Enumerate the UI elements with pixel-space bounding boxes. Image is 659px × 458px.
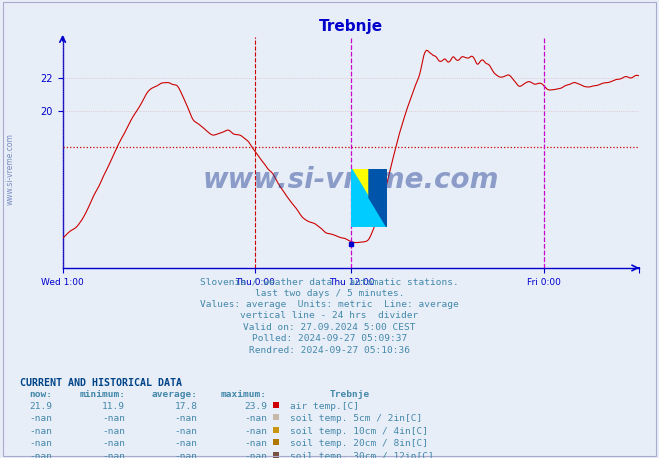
- Text: -nan: -nan: [102, 414, 125, 424]
- Text: minimum:: minimum:: [79, 390, 125, 399]
- Text: vertical line - 24 hrs  divider: vertical line - 24 hrs divider: [241, 311, 418, 321]
- Text: maximum:: maximum:: [221, 390, 267, 399]
- Text: soil temp. 20cm / 8in[C]: soil temp. 20cm / 8in[C]: [290, 439, 428, 448]
- Text: air temp.[C]: air temp.[C]: [290, 402, 359, 411]
- Text: 21.9: 21.9: [30, 402, 53, 411]
- Text: average:: average:: [152, 390, 198, 399]
- Text: -nan: -nan: [175, 427, 198, 436]
- Text: www.si-vreme.com: www.si-vreme.com: [203, 166, 499, 194]
- Text: Valid on: 27.09.2024 5:00 CEST: Valid on: 27.09.2024 5:00 CEST: [243, 323, 416, 332]
- Text: last two days / 5 minutes.: last two days / 5 minutes.: [255, 289, 404, 298]
- Polygon shape: [369, 169, 387, 227]
- Text: 17.8: 17.8: [175, 402, 198, 411]
- Text: CURRENT AND HISTORICAL DATA: CURRENT AND HISTORICAL DATA: [20, 378, 182, 388]
- Text: Values: average  Units: metric  Line: average: Values: average Units: metric Line: aver…: [200, 300, 459, 309]
- Text: now:: now:: [30, 390, 53, 399]
- Text: -nan: -nan: [30, 439, 53, 448]
- Text: Polled: 2024-09-27 05:09:37: Polled: 2024-09-27 05:09:37: [252, 334, 407, 344]
- Text: Rendred: 2024-09-27 05:10:36: Rendred: 2024-09-27 05:10:36: [249, 346, 410, 355]
- Text: 11.9: 11.9: [102, 402, 125, 411]
- Text: -nan: -nan: [102, 427, 125, 436]
- Text: -nan: -nan: [30, 452, 53, 458]
- Text: Trebnje: Trebnje: [330, 390, 370, 399]
- Text: -nan: -nan: [175, 452, 198, 458]
- Text: 23.9: 23.9: [244, 402, 267, 411]
- Polygon shape: [351, 169, 387, 227]
- Title: Trebnje: Trebnje: [319, 19, 383, 34]
- Text: -nan: -nan: [244, 427, 267, 436]
- Text: -nan: -nan: [175, 439, 198, 448]
- Text: -nan: -nan: [175, 414, 198, 424]
- Text: -nan: -nan: [30, 427, 53, 436]
- Text: -nan: -nan: [244, 439, 267, 448]
- Text: -nan: -nan: [102, 439, 125, 448]
- Text: -nan: -nan: [30, 414, 53, 424]
- Text: soil temp. 30cm / 12in[C]: soil temp. 30cm / 12in[C]: [290, 452, 434, 458]
- Text: soil temp. 10cm / 4in[C]: soil temp. 10cm / 4in[C]: [290, 427, 428, 436]
- Text: www.si-vreme.com: www.si-vreme.com: [5, 134, 14, 205]
- Text: -nan: -nan: [102, 452, 125, 458]
- Text: Slovenia / weather data - automatic stations.: Slovenia / weather data - automatic stat…: [200, 277, 459, 286]
- Text: -nan: -nan: [244, 414, 267, 424]
- Text: soil temp. 5cm / 2in[C]: soil temp. 5cm / 2in[C]: [290, 414, 422, 424]
- Text: -nan: -nan: [244, 452, 267, 458]
